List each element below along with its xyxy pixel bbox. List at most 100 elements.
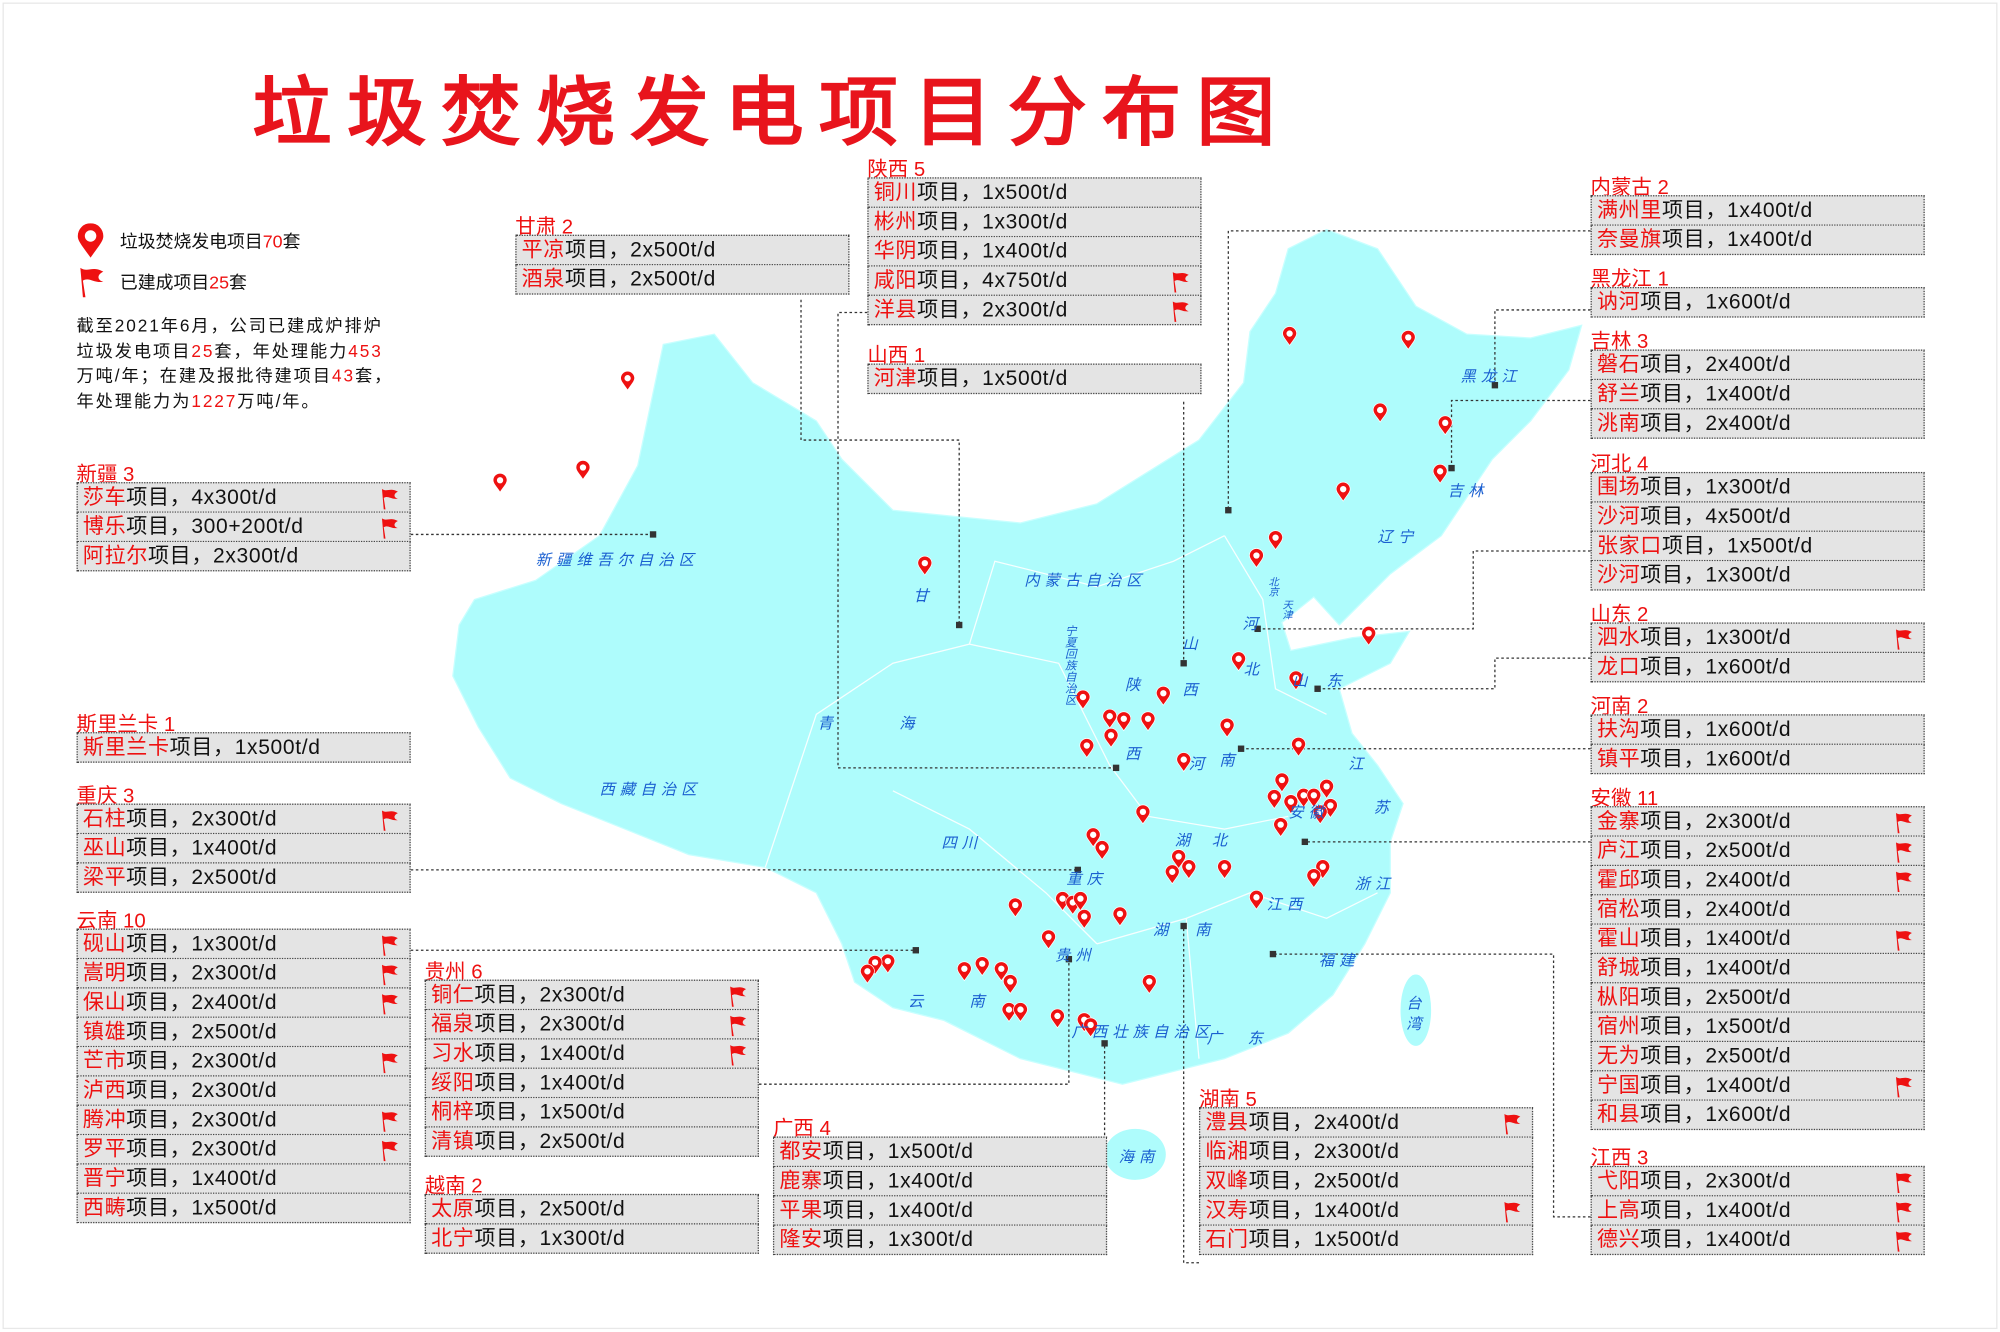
map-pin-icon[interactable] (1155, 685, 1171, 706)
project-name: 酒泉 (521, 267, 566, 291)
map-pin-icon[interactable] (1079, 738, 1095, 759)
region-heading: 新疆 3 (76, 464, 135, 486)
map-pin-icon[interactable] (1140, 711, 1156, 732)
project-suffix: 项目， (1640, 718, 1706, 742)
built-flag-icon (1893, 628, 1913, 659)
map-pin-icon[interactable] (1400, 330, 1416, 350)
project-capacity: 1x600t/d (1705, 1103, 1792, 1127)
map-pin-icon[interactable] (880, 953, 896, 974)
map-pin-icon[interactable] (1103, 727, 1119, 748)
map-pin-icon[interactable] (1273, 817, 1289, 838)
map-pin-icon[interactable] (1075, 689, 1091, 710)
map-pin-icon[interactable] (1050, 1008, 1065, 1029)
leader-endpoint (1074, 866, 1081, 874)
map-pin-icon[interactable] (1306, 868, 1322, 889)
project-name: 枞阳 (1596, 985, 1641, 1009)
map-pin-icon[interactable] (1319, 778, 1334, 799)
map-pin-icon[interactable] (1217, 859, 1232, 880)
map-pin-icon[interactable] (1437, 415, 1453, 436)
project-row: 澧县项目，2x400t/d (1198, 1107, 1534, 1138)
map-pin-icon[interactable] (1076, 909, 1092, 929)
map-pin-icon[interactable] (1181, 859, 1197, 880)
map-pin-icon[interactable] (1094, 840, 1110, 861)
map-pin-icon[interactable] (1315, 859, 1331, 880)
project-suffix: 项目， (565, 267, 631, 291)
map-pin-icon[interactable] (1176, 752, 1192, 773)
map-pin-icon[interactable] (1013, 1002, 1028, 1023)
map-pin-icon[interactable] (974, 956, 990, 977)
project-row: 巫山项目，1x400t/d (76, 834, 411, 864)
map-pin-icon[interactable] (492, 472, 508, 493)
map-pin-icon[interactable] (956, 961, 972, 982)
red-flag-icon (381, 964, 398, 986)
map-pin-icon[interactable] (993, 961, 1009, 982)
project-capacity: 1x400t/d (1727, 198, 1813, 222)
project-list: 都安项目，1x500t/d 鹿寨项目，1x400t/d 平果项目，1x400t/d 隆… (772, 1136, 1108, 1256)
map-pin-icon[interactable] (1432, 463, 1448, 484)
built-flag-icon (379, 1139, 399, 1170)
project-row: 围场项目，1x300t/d (1590, 471, 1925, 503)
map-pin-icon[interactable] (1312, 804, 1328, 825)
map-pin-icon[interactable] (1135, 804, 1151, 825)
summary-segment: 套，年处理能力 (214, 341, 349, 361)
map-pin-icon[interactable] (1306, 787, 1322, 808)
map-pin-icon[interactable] (1282, 326, 1297, 347)
map-pin-icon[interactable] (1283, 794, 1299, 815)
project-row: 阿拉尔项目，2x300t/d (76, 542, 411, 572)
project-capacity: 2x300t/d (1705, 1169, 1792, 1193)
red-flag-icon (381, 810, 398, 831)
map-pin-icon[interactable] (860, 963, 875, 984)
map-pin-icon[interactable] (1073, 891, 1088, 912)
map-pin-icon[interactable] (1249, 548, 1264, 569)
project-row: 石柱项目，2x300t/d (76, 803, 411, 835)
map-pin-icon[interactable] (1085, 827, 1101, 848)
region-block-jilin: 吉林 3 磐石项目，2x400t/d 舒兰项目，1x400t/d 洮南项目，2x400… (1590, 332, 1925, 439)
map-pin-icon[interactable] (917, 555, 933, 576)
map-pin-icon[interactable] (1219, 717, 1235, 738)
map-pin-icon[interactable] (1335, 481, 1351, 502)
built-flag-icon (379, 809, 399, 840)
project-name: 庐江 (1596, 839, 1641, 863)
map-pin-icon[interactable] (1361, 625, 1377, 646)
map-pin-icon[interactable] (1001, 1002, 1017, 1023)
project-row: 泸西项目，2x300t/d (76, 1076, 411, 1106)
built-flag-icon (727, 1043, 747, 1074)
map-pin-icon[interactable] (1266, 789, 1282, 810)
map-pin-icon[interactable] (1041, 929, 1056, 950)
project-name: 德兴 (1596, 1228, 1641, 1252)
map-pin-icon[interactable] (1141, 974, 1157, 995)
project-name: 磐石 (1596, 353, 1641, 377)
map-pin-icon[interactable] (1164, 864, 1180, 885)
project-capacity: 2x500t/d (1313, 1169, 1400, 1193)
map-pin-icon[interactable] (1008, 897, 1023, 918)
project-suffix: 项目， (126, 1049, 192, 1073)
map-pin-icon[interactable] (1249, 889, 1264, 910)
map-pin-icon[interactable] (1231, 651, 1246, 672)
map-label: 重庆 (1066, 869, 1108, 888)
map-pin-icon[interactable] (1291, 736, 1306, 757)
project-row: 德兴项目，1x400t/d (1590, 1225, 1925, 1256)
built-flag-icon (1501, 1200, 1521, 1231)
map-pin-icon[interactable] (620, 370, 635, 391)
map-pin-icon[interactable] (1116, 711, 1132, 732)
project-suffix: 项目， (1640, 505, 1706, 529)
map-pin-icon[interactable] (1002, 974, 1018, 995)
project-row: 磐石项目，2x400t/d (1590, 349, 1925, 381)
map-pin-icon[interactable] (1268, 530, 1283, 551)
map-pin-icon[interactable] (1288, 670, 1304, 691)
built-flag-icon (379, 934, 399, 965)
map-pin-icon[interactable] (1083, 1017, 1098, 1038)
map-pin-icon[interactable] (1171, 849, 1187, 870)
map-pin-icon[interactable] (575, 460, 591, 481)
built-flag-icon (1170, 270, 1190, 301)
map-pin-icon[interactable] (1102, 708, 1118, 729)
leader-endpoint (1491, 382, 1499, 389)
red-flag-icon (730, 1045, 747, 1066)
map-label: 云 (908, 992, 929, 1011)
leader-endpoint (1065, 955, 1073, 963)
map-pin-icon[interactable] (1372, 402, 1388, 423)
project-capacity: 1x300t/d (1705, 475, 1792, 499)
map-pin-icon[interactable] (1274, 772, 1290, 793)
map-pin-icon[interactable] (1112, 906, 1128, 927)
project-name: 镇雄 (82, 1020, 127, 1044)
